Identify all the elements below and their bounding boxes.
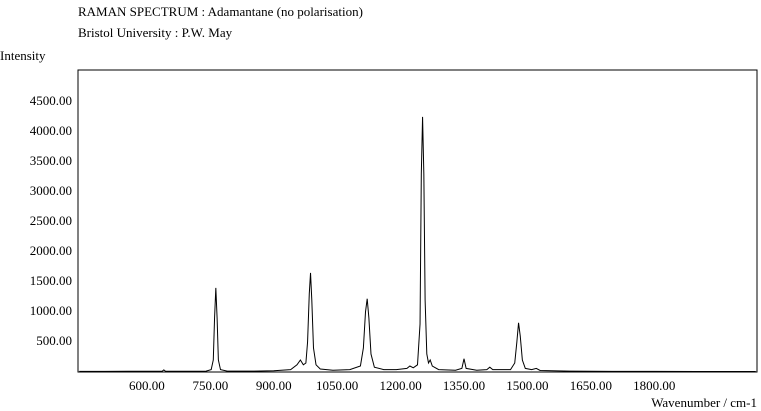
y-tick-label: 1000.00 — [30, 303, 72, 318]
y-tick-label: 2000.00 — [30, 243, 72, 258]
y-axis-label: Intensity — [0, 48, 46, 63]
y-tick-label: 1500.00 — [30, 273, 72, 288]
x-tick-label: 1350.00 — [443, 378, 485, 393]
x-tick-label: 1800.00 — [633, 378, 675, 393]
x-tick-label: 900.00 — [256, 378, 292, 393]
x-tick-label: 1650.00 — [570, 378, 612, 393]
y-tick-label: 2500.00 — [30, 213, 72, 228]
y-tick-label: 4000.00 — [30, 123, 72, 138]
y-tick-label: 3000.00 — [30, 183, 72, 198]
chart-subtitle: Bristol University : P.W. May — [78, 25, 233, 40]
x-tick-label: 1200.00 — [379, 378, 421, 393]
y-tick-label: 3500.00 — [30, 153, 72, 168]
y-tick-label: 500.00 — [36, 333, 72, 348]
x-tick-label: 750.00 — [192, 378, 228, 393]
x-tick-label: 600.00 — [129, 378, 165, 393]
y-tick-label: 4500.00 — [30, 93, 72, 108]
chart-title: RAMAN SPECTRUM : Adamantane (no polarisa… — [78, 4, 363, 19]
x-tick-label: 1050.00 — [316, 378, 358, 393]
x-axis-label: Wavenumber / cm-1 — [651, 395, 757, 410]
x-tick-label: 1500.00 — [506, 378, 548, 393]
spectrum-line — [79, 116, 756, 373]
plot-frame — [77, 69, 758, 373]
